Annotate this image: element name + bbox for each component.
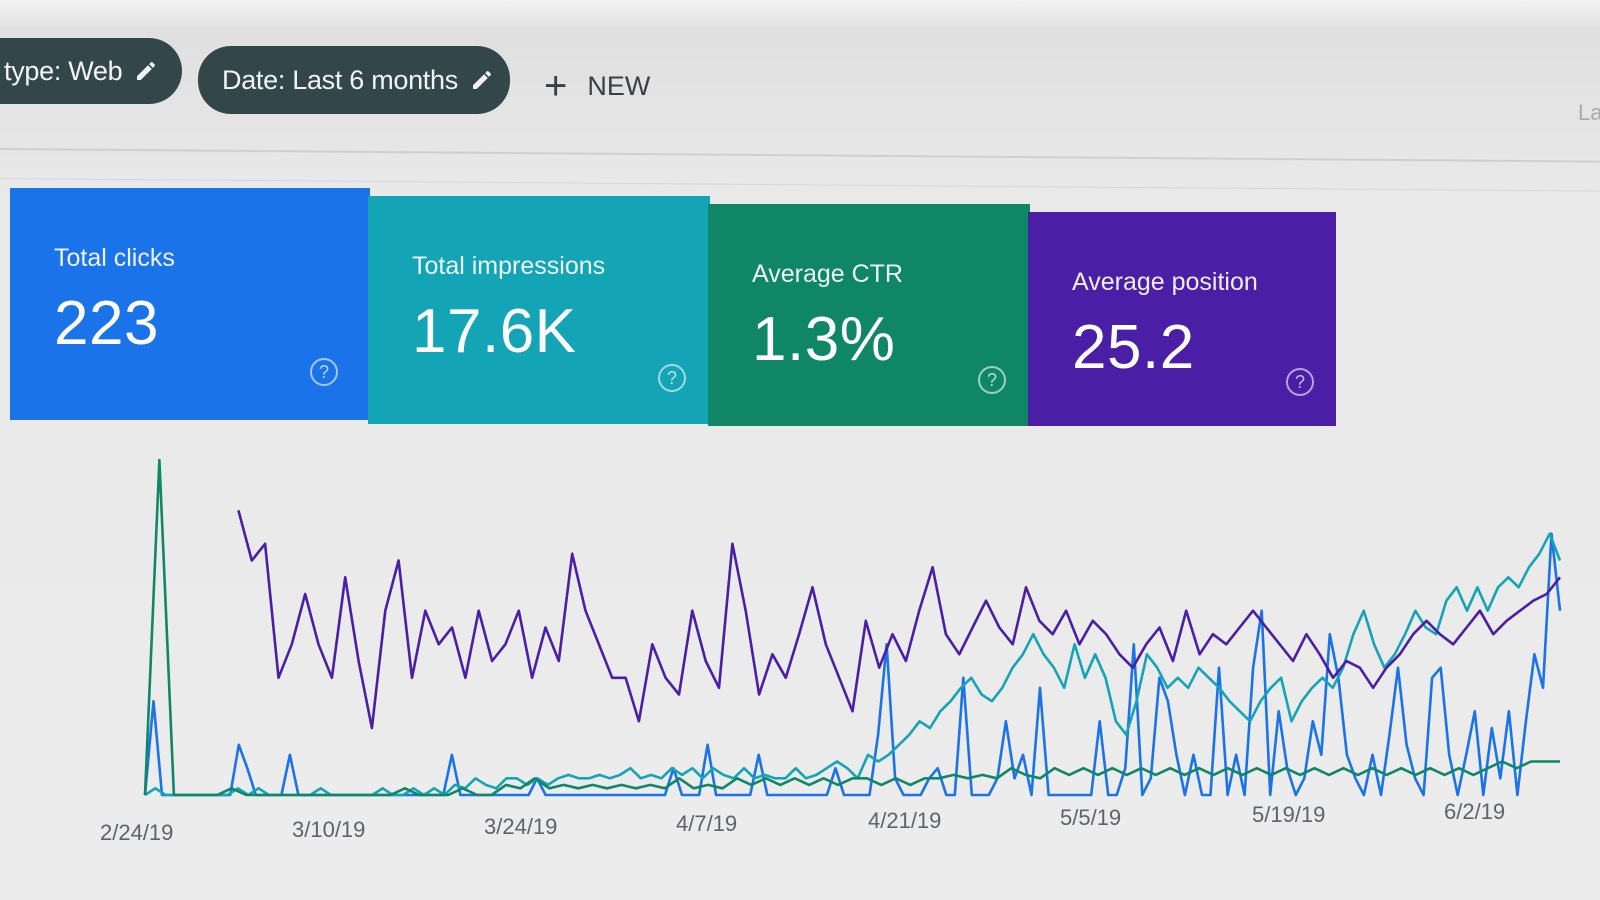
x-tick-label: 3/10/19 bbox=[292, 817, 365, 842]
metric-value: 1.3% bbox=[752, 305, 896, 374]
question-circle-icon[interactable]: ? bbox=[310, 358, 338, 386]
series-line-1 bbox=[144, 532, 1562, 797]
filter-chip-search-type[interactable]: type: Web bbox=[0, 38, 182, 104]
new-filter-button[interactable]: + NEW bbox=[544, 62, 650, 110]
question-circle-icon[interactable]: ? bbox=[658, 364, 686, 392]
window-top-edge bbox=[0, 0, 1600, 28]
new-filter-label: NEW bbox=[587, 70, 651, 101]
metric-card-average-ctr[interactable]: Average CTR 1.3% ? bbox=[708, 204, 1030, 426]
pencil-icon[interactable] bbox=[470, 68, 494, 92]
toolbar-divider bbox=[0, 148, 1600, 163]
metric-card-total-impressions[interactable]: Total impressions 17.6K ? bbox=[368, 196, 710, 424]
question-circle-icon[interactable]: ? bbox=[1286, 368, 1314, 396]
metric-label: Total impressions bbox=[412, 252, 606, 280]
performance-chart: 2/24/19 3/10/19 3/24/19 4/7/19 4/21/19 5/5/19… bbox=[0, 440, 1600, 900]
series-line-0 bbox=[143, 532, 1562, 797]
x-tick-label: 3/24/19 bbox=[484, 814, 557, 839]
filter-chip-date[interactable]: Date: Last 6 months bbox=[198, 46, 510, 114]
series-line-3 bbox=[237, 509, 1562, 730]
metric-card-total-clicks[interactable]: Total clicks 223 ? bbox=[10, 188, 370, 420]
question-circle-icon[interactable]: ? bbox=[978, 366, 1006, 394]
metric-label: Average CTR bbox=[752, 260, 903, 288]
filter-chip-search-type-label: type: Web bbox=[4, 55, 123, 86]
x-tick-label: 6/2/19 bbox=[1444, 799, 1505, 824]
x-tick-label: 2/24/19 bbox=[100, 820, 173, 845]
plus-icon: + bbox=[544, 64, 568, 108]
cut-off-text: La bbox=[1578, 100, 1600, 125]
x-tick-label: 4/7/19 bbox=[676, 811, 737, 836]
metric-value: 25.2 bbox=[1072, 313, 1195, 382]
pencil-icon[interactable] bbox=[134, 59, 158, 83]
x-tick-label: 4/21/19 bbox=[868, 808, 941, 833]
performance-chart-svg: 2/24/19 3/10/19 3/24/19 4/7/19 4/21/19 5/5/19… bbox=[100, 458, 1562, 845]
metric-label: Total clicks bbox=[54, 244, 175, 272]
metric-label: Average position bbox=[1072, 268, 1258, 296]
metric-value: 223 bbox=[54, 289, 159, 358]
x-tick-label: 5/19/19 bbox=[1252, 802, 1325, 827]
series-line-2 bbox=[143, 458, 1560, 797]
filter-chip-date-label: Date: Last 6 months bbox=[222, 64, 458, 95]
x-tick-label: 5/5/19 bbox=[1060, 805, 1121, 830]
metric-card-average-position[interactable]: Average position 25.2 ? bbox=[1028, 212, 1336, 426]
metric-value: 17.6K bbox=[412, 297, 577, 366]
